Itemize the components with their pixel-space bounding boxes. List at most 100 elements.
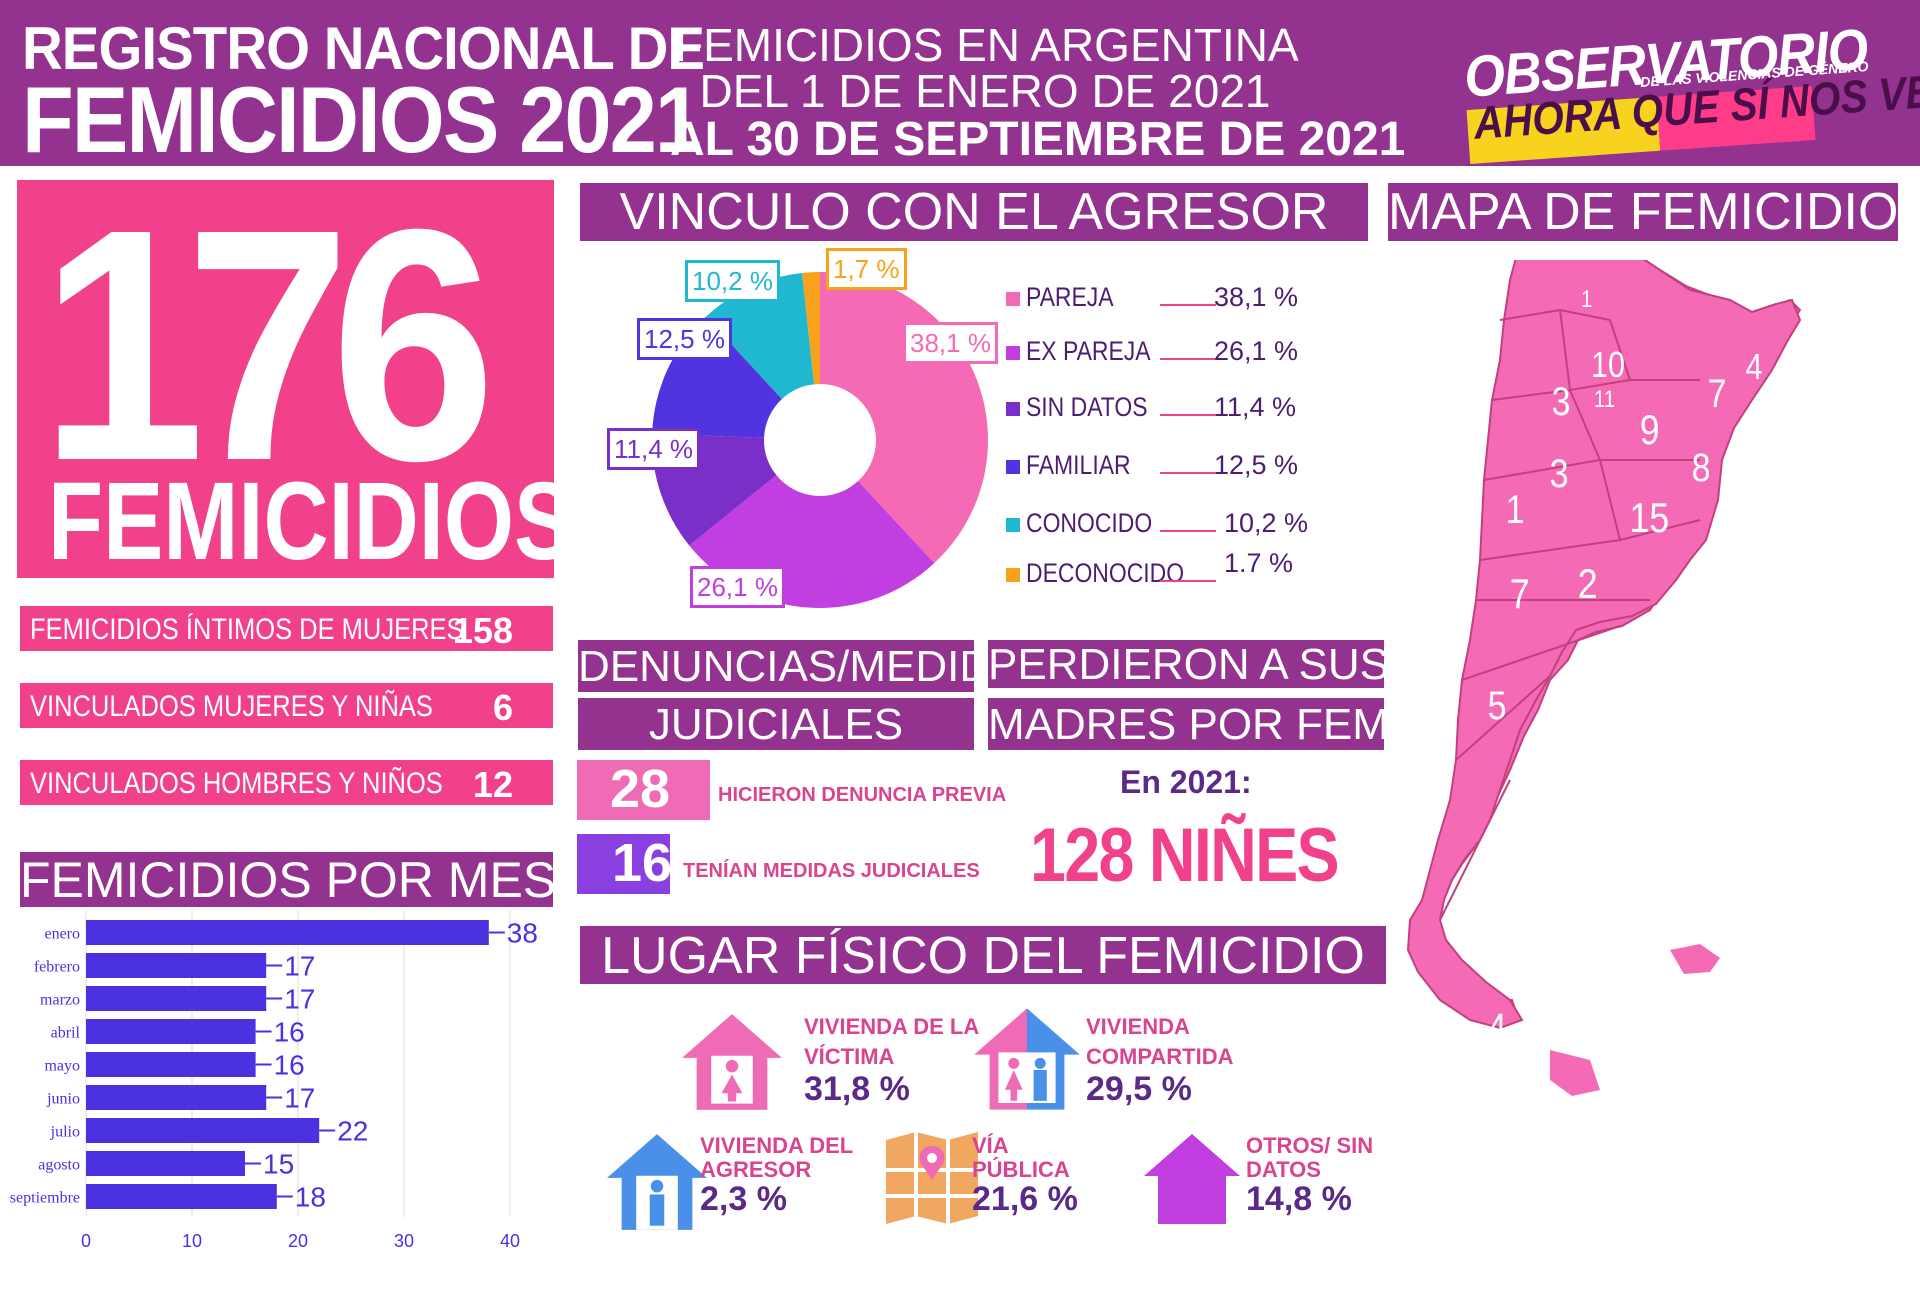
bar [86,1151,245,1176]
bar [86,953,267,978]
map-pin-icon [886,1132,978,1224]
map-count: 9 [1639,406,1660,453]
place-label-otros-2: DATOS [1246,1157,1321,1182]
map-count: 1 [1737,510,1757,554]
data-label: 15 [263,1149,294,1180]
data-label: 17 [284,951,315,982]
data-label: 16 [274,1017,305,1048]
legend-line [1160,358,1216,360]
place-pct-compartida: 29,5 % [1086,1070,1192,1108]
house-woman-icon [682,1014,782,1110]
complaint-value-previa: 28 [610,759,671,819]
pie-data-label: 10,2 % [685,260,780,302]
map-count: 0 [1599,650,1620,697]
pie-data-label: 38,1 % [903,322,998,364]
bar [86,986,267,1011]
stat-label: VINCULADOS HOMBRES Y NIÑOS [30,767,443,800]
bar [86,1019,256,1044]
legend-value: 26,1 % [1214,336,1299,366]
subtitle-line-3: AL 30 DE SEPTIEMBRE DE 2021 [670,113,1406,166]
place-label-victima-2: VÍCTIMA [804,1044,895,1069]
complaint-box-previa [577,760,710,820]
orphans-title-1: PERDIERON A SUS [988,640,1390,689]
legend-value: 11,4 % [1214,392,1297,422]
orphans-title-2: MADRES POR FEMICIDIO [988,698,1524,750]
map-count: 3 [1551,380,1571,424]
complaint-box-medidas [577,834,670,894]
subtitle-line-1: FEMICIDIOS EN ARGENTINA [675,19,1299,71]
place-label-otros-1: OTROS/ SIN [1246,1133,1374,1158]
pie-data-label: 12,5 % [637,318,732,360]
legend-line [1160,530,1216,532]
category-label: septiembre [10,1190,80,1207]
map-count: 65 [1689,650,1730,697]
complaint-value-medidas: 16 [612,833,673,893]
map-count: 3 [1761,426,1781,470]
total-number: 176 [40,160,496,529]
tierra-del-fuego [1550,1050,1600,1096]
map-count: 0 [1541,1214,1558,1252]
place-label-compartida-1: VIVIENDA [1086,1014,1190,1039]
complaint-label-medidas: TENÍAN MEDIDAS JUDICIALES [683,860,980,882]
x-tick-label: 30 [394,1231,414,1250]
data-label: 22 [337,1116,368,1147]
argentina-map [1406,260,1802,1096]
complaints-title-1: DENUNCIAS/MEDIDAS [578,640,1050,692]
x-tick-label: 10 [182,1231,202,1250]
category-label: mayo [44,1058,80,1075]
map-count: 7 [1509,570,1530,617]
map-count: 5 [1487,684,1507,728]
map-count: 1 [1505,488,1525,532]
x-tick-label: 0 [81,1231,91,1250]
data-label: 18 [295,1182,326,1213]
stat-label: VINCULADOS MUJERES Y NIÑAS [30,690,433,723]
map-count: 11 [1593,386,1616,413]
pie-slice [705,272,815,399]
category-label: abril [51,1025,81,1042]
map-count: 4 [1745,346,1763,387]
legend-label: FAMILIAR [1026,450,1131,480]
orphans-value: 128 NIÑES [1030,813,1340,898]
place-label-via-2: PÚBLICA [972,1157,1070,1182]
category-label: junio [46,1091,80,1108]
stat-row-mujeres-ninas: VINCULADOS MUJERES Y NIÑAS 6 [20,683,553,728]
pie-data-label: 11,4 % [607,428,701,470]
pie-slice [802,272,820,385]
legend-line [1160,304,1216,306]
map-count: 1 [1581,286,1593,313]
category-label: enero [44,926,80,943]
legend-label: PAREJA [1026,282,1114,312]
legend-swatch [1006,460,1020,474]
monthly-bar-chart: 0 10 20 30 40 enero 38 febrero 17 marzo 17 abril 16 m… [10,910,538,1250]
map-count: 8 [1691,446,1711,490]
map-count: 3 [1541,758,1561,802]
place-title: LUGAR FÍSICO DEL FEMICIDIO [580,926,1386,985]
place-pct-via: 21,6 % [972,1180,1078,1218]
x-tick-label: 40 [500,1231,520,1250]
map-count: 4 [1487,1006,1507,1050]
monthly-chart-title: FEMICIDIOS POR MES [20,852,557,908]
place-label-via-1: VÍA [972,1133,1009,1158]
legend-label: DECONOCIDO [1026,558,1185,588]
map-title: MAPA DE FEMICIDIOS [1388,183,1920,241]
x-tick-label: 20 [288,1231,308,1250]
total-label: FEMICIDIOS [48,460,575,583]
data-label: 38 [507,918,538,949]
legend-value: 12,5 % [1214,450,1299,480]
legend-swatch [1006,402,1020,416]
legend-swatch [1006,518,1020,532]
data-label: 16 [274,1050,305,1081]
title-line-2: FEMICIDIOS 2021 [22,67,702,172]
complaints-title-2: JUDICIALES [578,698,974,750]
category-label: agosto [38,1157,80,1174]
map-count: 15 [1629,494,1670,541]
stat-value: 12 [472,764,513,805]
category-label: julio [50,1124,80,1141]
stat-label: FEMICIDIOS ÍNTIMOS DE MUJERES [30,613,464,646]
bar [86,1184,277,1209]
legend-swatch [1006,568,1020,582]
map-count: 3 [1549,452,1569,496]
data-label: 17 [284,1083,315,1114]
subtitle-line-2: DEL 1 DE ENERO DE 2021 [699,65,1271,117]
map-count: 10 [1591,344,1626,385]
